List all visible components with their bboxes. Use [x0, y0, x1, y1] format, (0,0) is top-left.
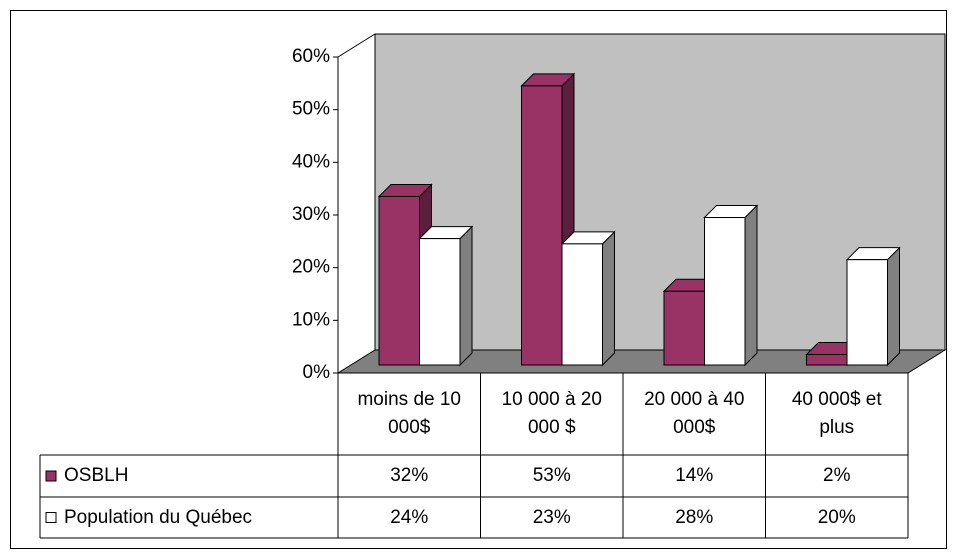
value-label: 2% [823, 465, 851, 486]
bar-front [378, 195, 420, 366]
legend-key [45, 512, 57, 523]
category-label: 40 000$ et plus [791, 389, 882, 438]
bar-front [561, 243, 603, 366]
value-label: 14% [675, 465, 714, 486]
bar-front [704, 217, 746, 366]
bar-front [806, 353, 848, 366]
value-label: 24% [390, 506, 429, 528]
bar [703, 204, 759, 367]
bar-front [419, 238, 461, 366]
y-tick-label: 0% [303, 362, 331, 383]
bar-side [602, 230, 615, 367]
bar-front [846, 259, 888, 366]
bar [845, 246, 901, 367]
y-tick-label: 50% [292, 99, 330, 120]
bar-side [887, 246, 900, 367]
category-label: 20 000 à 40 000$ [644, 389, 745, 438]
legend-label: OSBLH [64, 465, 129, 486]
y-tick-label: 30% [292, 204, 330, 225]
value-label: 28% [675, 506, 714, 528]
bar-front [663, 290, 705, 366]
legend-label: Population du Québec [64, 506, 253, 528]
value-label: 32% [390, 465, 429, 486]
bar [560, 230, 616, 367]
value-label: 53% [532, 465, 571, 486]
bar-side [744, 204, 758, 367]
y-tick-label: 20% [292, 257, 330, 278]
bar-front [521, 85, 563, 366]
bar-side [459, 225, 473, 367]
side-wall-edge [337, 33, 376, 58]
value-label: 23% [532, 506, 571, 528]
category-label: moins de 10 000$ [357, 389, 461, 438]
value-label: 20% [817, 506, 856, 528]
legend-key [45, 470, 57, 482]
y-tick-label: 10% [292, 309, 330, 330]
y-tick-label: 60% [292, 46, 330, 67]
category-label: 10 000 à 20 000 $ [501, 389, 602, 438]
bar [418, 225, 474, 367]
y-tick-label: 40% [292, 151, 330, 172]
